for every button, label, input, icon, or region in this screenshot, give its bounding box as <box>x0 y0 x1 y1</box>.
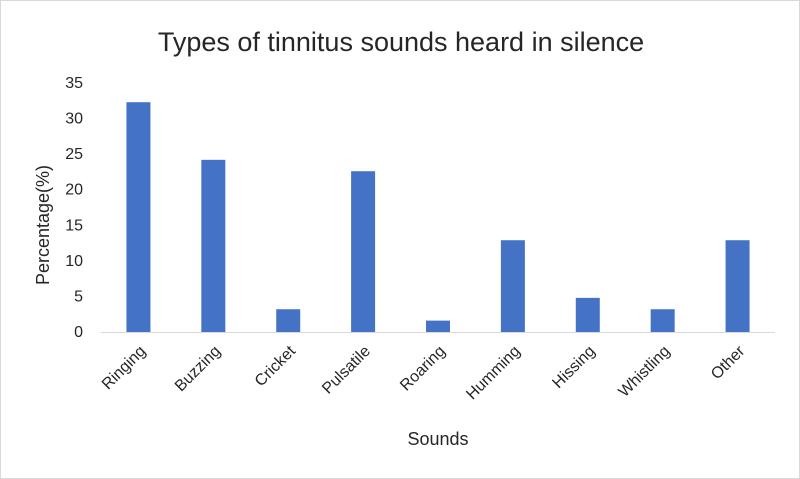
bar-ringing <box>126 102 151 332</box>
y-axis-ticks: 0 5 10 15 20 25 30 35 <box>65 75 83 341</box>
y-tick-label: 0 <box>74 324 83 341</box>
y-axis-title: Percentage(%) <box>33 165 53 285</box>
bar-buzzing <box>201 159 226 332</box>
y-tick-label: 35 <box>65 75 83 92</box>
y-tick-label: 20 <box>65 182 83 199</box>
y-tick-label: 5 <box>74 288 83 305</box>
x-tick-label-hissing: Hissing <box>549 343 598 392</box>
x-tick-label-whistling: Whistling <box>616 343 674 401</box>
x-tick-label-buzzing: Buzzing <box>172 343 224 395</box>
bar-pulsatile <box>351 171 376 332</box>
bar-whistling <box>650 309 675 332</box>
x-axis-title: Sounds <box>407 429 468 449</box>
bar-roaring <box>426 320 450 332</box>
y-tick-label: 10 <box>65 253 83 270</box>
x-tick-label-ringing: Ringing <box>99 343 149 393</box>
bars <box>126 102 750 332</box>
bar-other <box>725 240 750 332</box>
x-tick-label-pulsatile: Pulsatile <box>319 343 374 398</box>
y-tick-label: 25 <box>65 146 83 163</box>
y-tick-label: 30 <box>65 111 83 128</box>
bar-cricket <box>276 309 301 332</box>
x-tick-label-roaring: Roaring <box>397 343 449 395</box>
x-tick-label-humming: Humming <box>463 343 523 403</box>
bar-hissing <box>575 297 600 332</box>
x-tick-label-other: Other <box>708 342 749 383</box>
chart-title: Types of tinnitus sounds heard in silenc… <box>158 27 644 57</box>
x-axis-ticks: Ringing Buzzing Cricket Pulsatile Roaring Hum… <box>99 342 749 403</box>
y-tick-label: 15 <box>65 217 83 234</box>
x-tick-label-cricket: Cricket <box>252 342 300 390</box>
bar-humming <box>500 240 525 332</box>
